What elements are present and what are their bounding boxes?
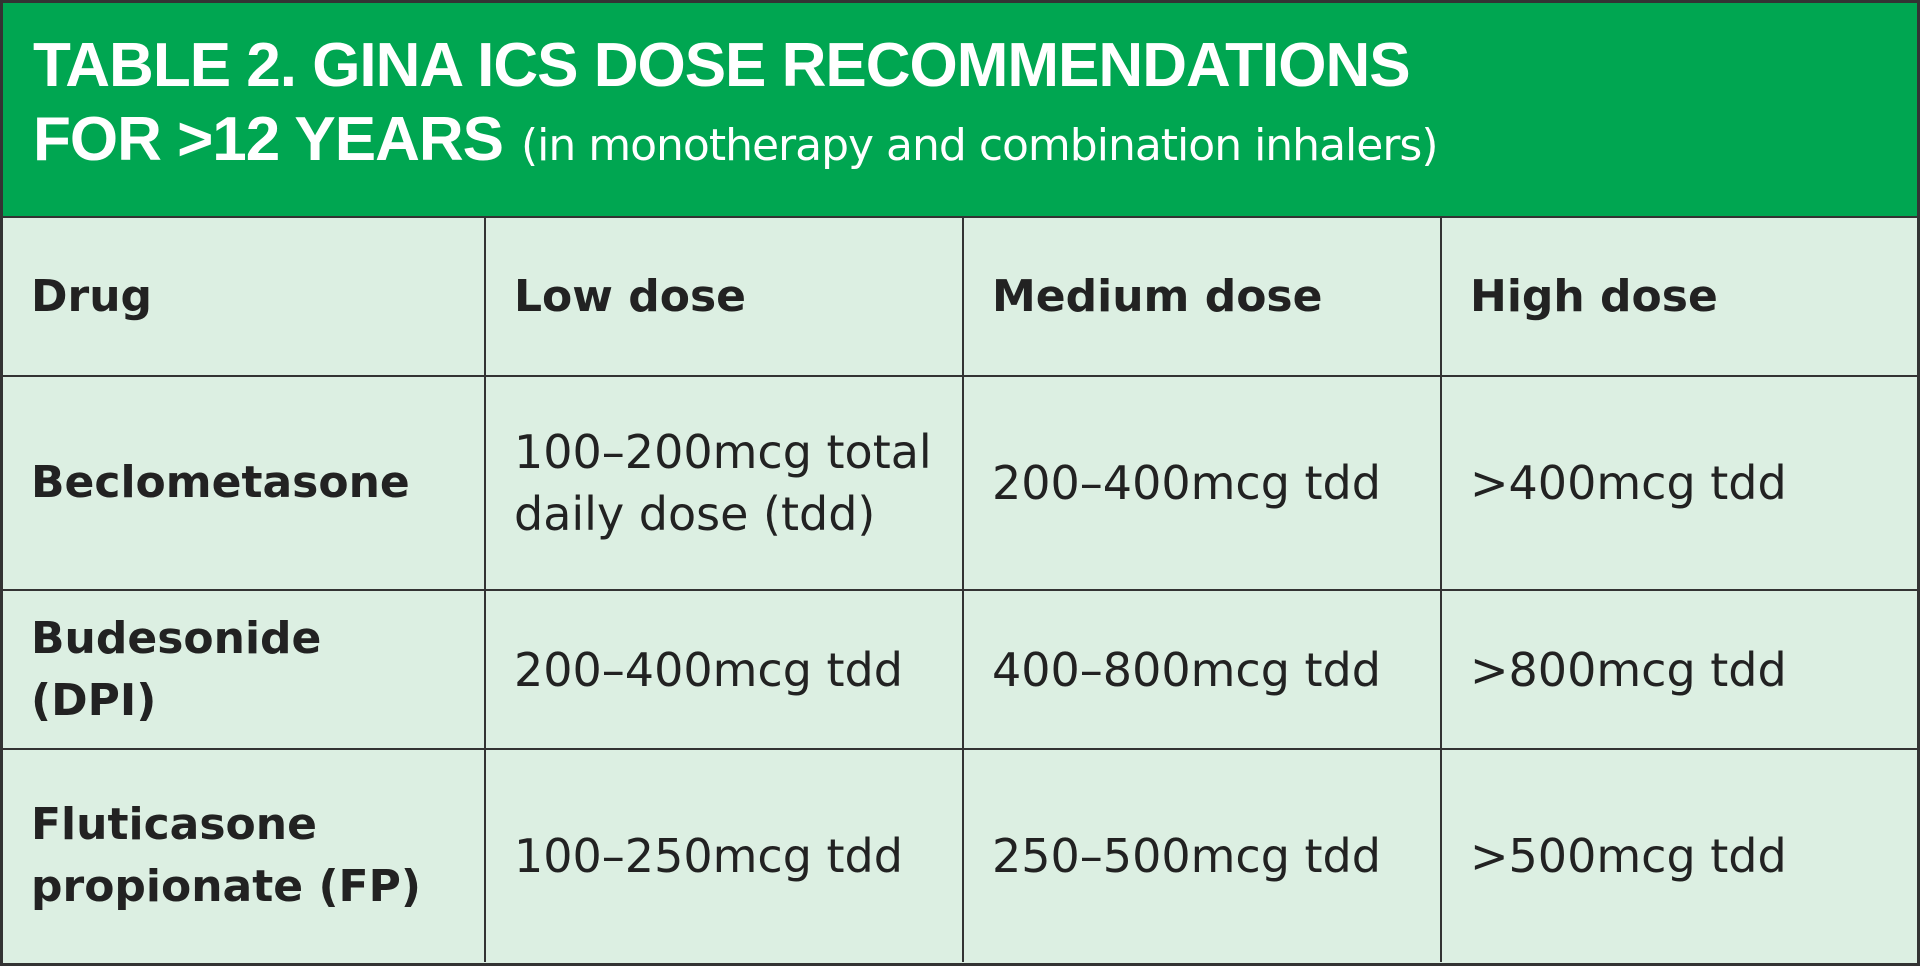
column-header: Medium dose [962, 218, 1442, 377]
table-row: Beclometasone 100–200mcg total daily dose… [3, 376, 1917, 591]
dose-cell: 250–500mcg tdd [962, 748, 1442, 962]
dose-table: Drug Low dose Medium dose High dose Beclome… [3, 218, 1917, 962]
table-row: Fluticasone propionate (FP) 100–250mcg td… [3, 748, 1917, 962]
dose-cell: 400–800mcg tdd [962, 589, 1442, 750]
dose-cell: >800mcg tdd [1440, 589, 1917, 750]
column-header: Low dose [484, 218, 964, 377]
dose-cell: 200–400mcg tdd [484, 589, 964, 750]
header-row: Drug Low dose Medium dose High dose [3, 218, 1917, 377]
title-line: FOR >12 YEARS (in monotherapy and combina… [33, 103, 1887, 183]
drug-name: Fluticasone propionate (FP) [3, 748, 486, 962]
title: FOR >12 YEARS [33, 105, 504, 174]
column-header: Drug [3, 218, 486, 377]
title: TABLE 2. GINA ICS DOSE RECOMMENDATIONS [33, 31, 1411, 100]
drug-name: Budesonide (DPI) [3, 589, 486, 750]
subtitle: (in monotherapy and combination inhalers… [520, 120, 1439, 171]
dose-cell: >400mcg tdd [1440, 376, 1917, 591]
dose-cell: >500mcg tdd [1440, 748, 1917, 962]
table-head: Drug Low dose Medium dose High dose [3, 218, 1917, 377]
table-row: Budesonide (DPI) 200–400mcg tdd 400–800mcg… [3, 589, 1917, 750]
table-header: TABLE 2. GINA ICS DOSE RECOMMENDATIONS F… [3, 3, 1917, 218]
dose-cell: 200–400mcg tdd [962, 376, 1442, 591]
table-body: Beclometasone 100–200mcg total daily dose… [3, 376, 1917, 962]
dose-cell: 100–200mcg total daily dose (tdd) [484, 376, 964, 591]
dose-cell: 100–250mcg tdd [484, 748, 964, 962]
column-header: High dose [1440, 218, 1917, 377]
drug-name: Beclometasone [3, 376, 486, 591]
